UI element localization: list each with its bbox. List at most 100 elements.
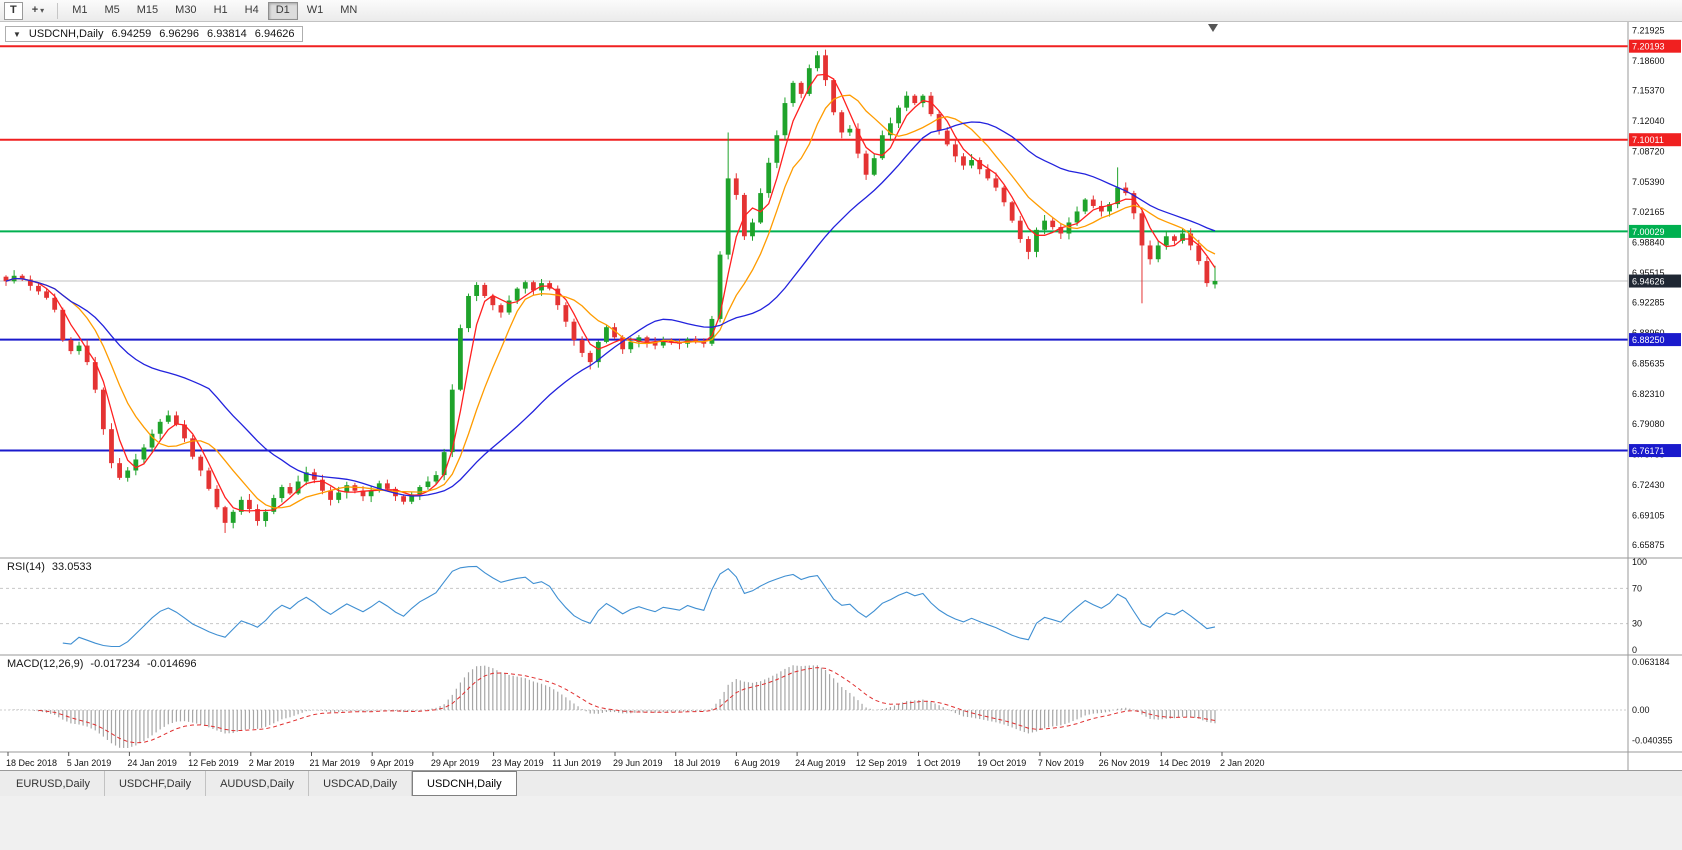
timeframe-button-h4[interactable]: H4 [237, 2, 267, 20]
svg-text:7.05390: 7.05390 [1632, 177, 1665, 187]
svg-text:70: 70 [1632, 583, 1642, 593]
svg-text:29 Jun 2019: 29 Jun 2019 [613, 758, 663, 768]
timeframe-button-m30[interactable]: M30 [167, 2, 204, 20]
crosshair-icon: + [31, 4, 39, 16]
ma-line-medium [5, 94, 1216, 509]
svg-text:23 May 2019: 23 May 2019 [492, 758, 544, 768]
svg-text:2 Mar 2019: 2 Mar 2019 [249, 758, 295, 768]
ma-line-slow [5, 121, 1216, 497]
svg-text:7.21925: 7.21925 [1632, 25, 1665, 35]
high-value: 6.96296 [159, 28, 200, 40]
rsi-indicator-label: RSI(14) 33.0533 [7, 561, 92, 573]
svg-text:6.85635: 6.85635 [1632, 359, 1665, 369]
toolbar-separator [57, 2, 59, 19]
price-scale[interactable]: 7.21925 7.18600 7.15370 7.12040 7.08720 7.053… [1629, 25, 1681, 746]
close-value: 6.94626 [254, 28, 295, 40]
svg-text:1 Oct 2019: 1 Oct 2019 [917, 758, 961, 768]
timeframe-button-group: M1 M5 M15 M30 H1 H4 D1 W1 MN [64, 1, 365, 20]
svg-text:7.18600: 7.18600 [1632, 56, 1665, 66]
svg-text:6.65875: 6.65875 [1632, 540, 1665, 550]
rsi-name: RSI(14) [7, 561, 45, 573]
symbol-tab-audusd[interactable]: AUDUSD,Daily [206, 771, 310, 796]
svg-text:9 Apr 2019: 9 Apr 2019 [370, 758, 414, 768]
collapse-arrow-icon[interactable]: ▼ [13, 29, 21, 39]
svg-text:26 Nov 2019: 26 Nov 2019 [1099, 758, 1150, 768]
symbol-tab-eurusd[interactable]: EURUSD,Daily [2, 771, 105, 796]
horizontal-level-lines[interactable] [0, 45, 1628, 452]
svg-text:6.79080: 6.79080 [1632, 419, 1665, 429]
ma-line-fast [5, 73, 1216, 512]
svg-text:6.76171: 6.76171 [1632, 446, 1665, 456]
moving-average-lines [5, 73, 1216, 512]
svg-text:0: 0 [1632, 645, 1637, 655]
svg-text:6.95515: 6.95515 [1632, 268, 1665, 278]
svg-text:24 Jan 2019: 24 Jan 2019 [127, 758, 177, 768]
svg-text:19 Oct 2019: 19 Oct 2019 [977, 758, 1026, 768]
macd-indicator-label: MACD(12,26,9) -0.017234 -0.014696 [7, 658, 197, 670]
rsi-line [62, 565, 1216, 648]
rsi-value: 33.0533 [51, 561, 92, 573]
svg-text:2 Jan 2020: 2 Jan 2020 [1220, 758, 1265, 768]
svg-text:7.08720: 7.08720 [1632, 147, 1665, 157]
svg-text:100: 100 [1632, 557, 1647, 567]
svg-text:12 Feb 2019: 12 Feb 2019 [188, 758, 239, 768]
macd-signal-line [38, 667, 1216, 744]
macd-name: MACD(12,26,9) [7, 658, 84, 670]
macd-main-value: -0.017234 [90, 658, 140, 670]
chart-tab-bar: EURUSD,Daily USDCHF,Daily AUDUSD,Daily USDC… [0, 770, 1682, 796]
top-toolbar: T + ▾ M1 M5 M15 M30 H1 H4 D1 W1 MN [0, 0, 1682, 22]
svg-text:7.20193: 7.20193 [1632, 42, 1665, 52]
timeframe-button-m5[interactable]: M5 [96, 2, 127, 20]
svg-text:0.063184: 0.063184 [1632, 657, 1670, 667]
macd-panel [0, 665, 1628, 748]
svg-text:21 Mar 2019: 21 Mar 2019 [310, 758, 361, 768]
symbol-timeframe-label: USDCNH,Daily [28, 28, 104, 40]
svg-text:7 Nov 2019: 7 Nov 2019 [1038, 758, 1084, 768]
svg-text:7.00029: 7.00029 [1632, 227, 1665, 237]
macd-signal-value: -0.014696 [146, 658, 197, 670]
svg-text:6 Aug 2019: 6 Aug 2019 [734, 758, 780, 768]
timeframe-button-w1[interactable]: W1 [299, 2, 332, 20]
svg-text:6.69105: 6.69105 [1632, 510, 1665, 520]
svg-text:6.88960: 6.88960 [1632, 328, 1665, 338]
svg-text:6.82310: 6.82310 [1632, 389, 1665, 399]
svg-text:24 Aug 2019: 24 Aug 2019 [795, 758, 846, 768]
timeframe-button-h1[interactable]: H1 [206, 2, 236, 20]
svg-text:11 Jun 2019: 11 Jun 2019 [552, 758, 601, 768]
svg-text:-0.040355: -0.040355 [1632, 736, 1673, 746]
chevron-down-icon: ▾ [40, 5, 45, 15]
svg-text:18 Jul 2019: 18 Jul 2019 [674, 758, 721, 768]
symbol-tab-usdchf[interactable]: USDCHF,Daily [105, 771, 207, 796]
svg-text:12 Sep 2019: 12 Sep 2019 [856, 758, 907, 768]
svg-text:7.02165: 7.02165 [1632, 207, 1665, 217]
time-axis[interactable]: 18 Dec 2018 5 Jan 2019 24 Jan 2019 12 Feb 2… [6, 752, 1265, 768]
svg-text:14 Dec 2019: 14 Dec 2019 [1159, 758, 1210, 768]
timeframe-button-m1[interactable]: M1 [64, 2, 95, 20]
svg-text:6.92285: 6.92285 [1632, 298, 1665, 308]
svg-text:18 Dec 2018: 18 Dec 2018 [6, 758, 57, 768]
timeframe-button-mn[interactable]: MN [332, 2, 365, 20]
svg-text:6.98840: 6.98840 [1632, 237, 1665, 247]
svg-text:7.10011: 7.10011 [1632, 135, 1664, 145]
svg-text:6.88250: 6.88250 [1632, 335, 1665, 345]
svg-text:5 Jan 2019: 5 Jan 2019 [67, 758, 112, 768]
svg-text:7.12040: 7.12040 [1632, 116, 1665, 126]
svg-text:6.72430: 6.72430 [1632, 480, 1665, 490]
crosshair-tool-dropdown[interactable]: + ▾ [25, 2, 51, 20]
chart-shift-marker[interactable] [1208, 24, 1218, 32]
svg-text:7.15370: 7.15370 [1632, 85, 1665, 95]
svg-text:29 Apr 2019: 29 Apr 2019 [431, 758, 480, 768]
svg-text:6.94626: 6.94626 [1632, 277, 1665, 287]
symbol-tab-usdcad[interactable]: USDCAD,Daily [309, 771, 413, 796]
chart-ohlc-header[interactable]: ▼ USDCNH,Daily 6.94259 6.96296 6.93814 6… [5, 26, 303, 42]
symbol-tab-usdcnh[interactable]: USDCNH,Daily [412, 771, 517, 796]
template-tool-button[interactable]: T [4, 1, 23, 20]
low-value: 6.93814 [207, 28, 247, 40]
open-value: 6.94259 [111, 28, 152, 40]
svg-text:0.00: 0.00 [1632, 705, 1650, 715]
rsi-panel [0, 565, 1628, 648]
svg-text:30: 30 [1632, 619, 1642, 629]
timeframe-button-m15[interactable]: M15 [129, 2, 166, 20]
timeframe-button-d1[interactable]: D1 [267, 1, 298, 20]
